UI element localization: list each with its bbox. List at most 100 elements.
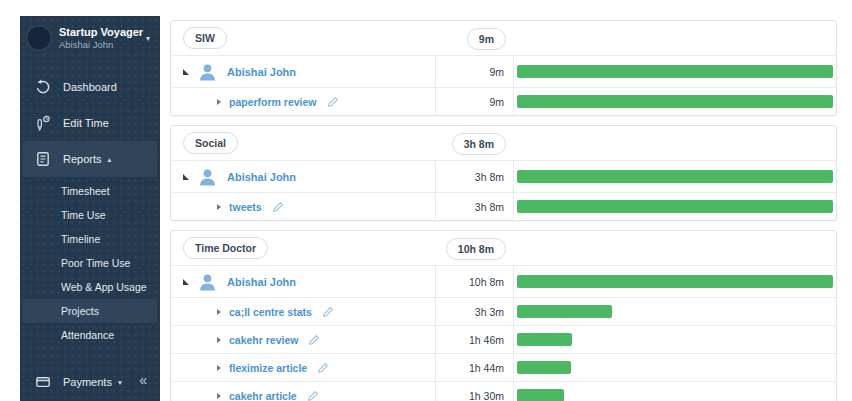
project-pill-label: Time Doctor	[195, 242, 256, 254]
group-header: SIW 9m	[171, 21, 836, 55]
sidebar-item-time-use[interactable]: Time Use	[20, 203, 160, 227]
project-group-card: Time Doctor 10h 8m Abishai John 10h 8m c…	[170, 230, 837, 401]
expand-toggle-icon[interactable]	[183, 174, 189, 180]
company-name: Startup Voyager	[59, 26, 144, 39]
row-time: 3h 3m	[436, 298, 514, 325]
time-bar	[517, 95, 833, 108]
group-rows: Abishai John 3h 8m tweets 3h 8m	[171, 160, 836, 220]
task-caret-icon[interactable]	[217, 365, 221, 371]
user-name-link[interactable]: Abishai John	[227, 66, 296, 78]
project-pill: SIW	[183, 27, 227, 49]
project-group-card: Social 3h 8m Abishai John 3h 8m tweets	[170, 125, 837, 221]
time-bar-track	[514, 266, 836, 297]
user-avatar-icon	[198, 167, 217, 186]
edit-pencil-icon[interactable]	[327, 96, 339, 108]
expand-toggle-icon[interactable]	[183, 279, 189, 285]
user-name: Abishai John	[59, 39, 144, 51]
payments-icon	[35, 374, 51, 390]
edit-pencil-icon[interactable]	[317, 362, 329, 374]
row-time: 9m	[436, 56, 514, 87]
company-selector[interactable]: Startup Voyager Abishai John ▾	[20, 16, 160, 59]
task-caret-icon[interactable]	[217, 337, 221, 343]
edit-pencil-icon[interactable]	[322, 306, 334, 318]
project-group-card: SIW 9m Abishai John 9m paperform review	[170, 20, 837, 116]
table-row: cakehr article 1h 30m	[171, 381, 836, 401]
time-bar-track	[514, 382, 836, 401]
task-caret-icon[interactable]	[217, 99, 221, 105]
chevron-down-icon: ▾	[146, 34, 150, 43]
group-total-pill: 9m	[467, 28, 506, 50]
task-name-link[interactable]: tweets	[229, 201, 262, 213]
table-row: Abishai John 10h 8m	[171, 265, 836, 297]
reports-icon	[35, 151, 51, 167]
time-bar	[517, 170, 833, 183]
time-bar-track	[514, 88, 836, 115]
table-row: paperform review 9m	[171, 87, 836, 115]
sidebar: Startup Voyager Abishai John ▾ Dashboard…	[20, 16, 160, 401]
group-rows: Abishai John 10h 8m ca;ll centre stats 3…	[171, 265, 836, 401]
sidebar-item-timesheet[interactable]: Timesheet	[20, 179, 160, 203]
task-caret-icon[interactable]	[217, 309, 221, 315]
sidebar-subitem-label: Attendance	[61, 329, 114, 341]
time-bar	[517, 305, 612, 318]
time-bar-track	[514, 56, 836, 87]
project-pill-label: Social	[195, 137, 226, 149]
edit-pencil-icon[interactable]	[308, 334, 320, 346]
row-time: 1h 46m	[436, 326, 514, 353]
row-time: 9m	[436, 88, 514, 115]
row-time: 3h 8m	[436, 193, 514, 220]
time-bar-track	[514, 193, 836, 220]
dashboard-icon	[35, 79, 51, 95]
edit-pencil-icon[interactable]	[272, 201, 284, 213]
project-groups: SIW 9m Abishai John 9m paperform review	[170, 20, 837, 401]
task-caret-icon[interactable]	[217, 393, 221, 399]
time-bar-track	[514, 326, 836, 353]
sidebar-item-label: Dashboard	[63, 81, 117, 93]
sidebar-subitem-label: Timesheet	[61, 185, 110, 197]
edit-pencil-icon[interactable]	[307, 390, 319, 401]
group-rows: Abishai John 9m paperform review 9m	[171, 55, 836, 115]
sidebar-item-label: Reports	[63, 153, 102, 165]
project-pill: Social	[183, 132, 238, 154]
sidebar-item-attendance[interactable]: Attendance	[20, 323, 160, 347]
reports-submenu: Timesheet Time Use Timeline Poor Time Us…	[20, 177, 160, 351]
sidebar-item-timeline[interactable]: Timeline	[20, 227, 160, 251]
sidebar-subitem-label: Web & App Usage	[61, 281, 147, 293]
group-total-pill: 3h 8m	[452, 133, 506, 155]
time-bar-track	[514, 298, 836, 325]
collapse-sidebar-button[interactable]: «	[139, 372, 147, 388]
task-name-link[interactable]: cakehr article	[229, 390, 297, 401]
table-row: Abishai John 3h 8m	[171, 160, 836, 192]
sidebar-item-label: Payments	[63, 376, 112, 388]
sidebar-item-web-app-usage[interactable]: Web & App Usage	[20, 275, 160, 299]
expand-toggle-icon[interactable]	[183, 69, 189, 75]
row-time: 3h 8m	[436, 161, 514, 192]
task-name-link[interactable]: paperform review	[229, 96, 317, 108]
sidebar-item-reports[interactable]: Reports ▴	[23, 141, 157, 177]
sidebar-item-projects[interactable]: Projects	[23, 299, 157, 323]
sidebar-item-edit-time[interactable]: Edit Time	[20, 105, 160, 141]
user-name-link[interactable]: Abishai John	[227, 171, 296, 183]
group-header: Social 3h 8m	[171, 126, 836, 160]
group-total-label: 9m	[479, 33, 494, 45]
row-time: 1h 30m	[436, 382, 514, 401]
table-row: tweets 3h 8m	[171, 192, 836, 220]
table-row: ca;ll centre stats 3h 3m	[171, 297, 836, 325]
task-caret-icon[interactable]	[217, 204, 221, 210]
sidebar-item-dashboard[interactable]: Dashboard	[20, 69, 160, 105]
time-bar	[517, 389, 564, 401]
sidebar-subitem-label: Timeline	[61, 233, 100, 245]
user-name-link[interactable]: Abishai John	[227, 276, 296, 288]
time-bar	[517, 333, 572, 346]
company-logo	[26, 25, 52, 51]
sidebar-item-poor-time-use[interactable]: Poor Time Use	[20, 251, 160, 275]
sidebar-item-label: Edit Time	[63, 117, 109, 129]
edit-time-icon	[35, 115, 51, 131]
sidebar-subitem-label: Time Use	[61, 209, 106, 221]
row-time: 10h 8m	[436, 266, 514, 297]
sidebar-subitem-label: Poor Time Use	[61, 257, 130, 269]
task-name-link[interactable]: fleximize article	[229, 362, 307, 374]
task-name-link[interactable]: ca;ll centre stats	[229, 306, 312, 318]
task-name-link[interactable]: cakehr review	[229, 334, 298, 346]
group-total-label: 10h 8m	[458, 243, 494, 255]
